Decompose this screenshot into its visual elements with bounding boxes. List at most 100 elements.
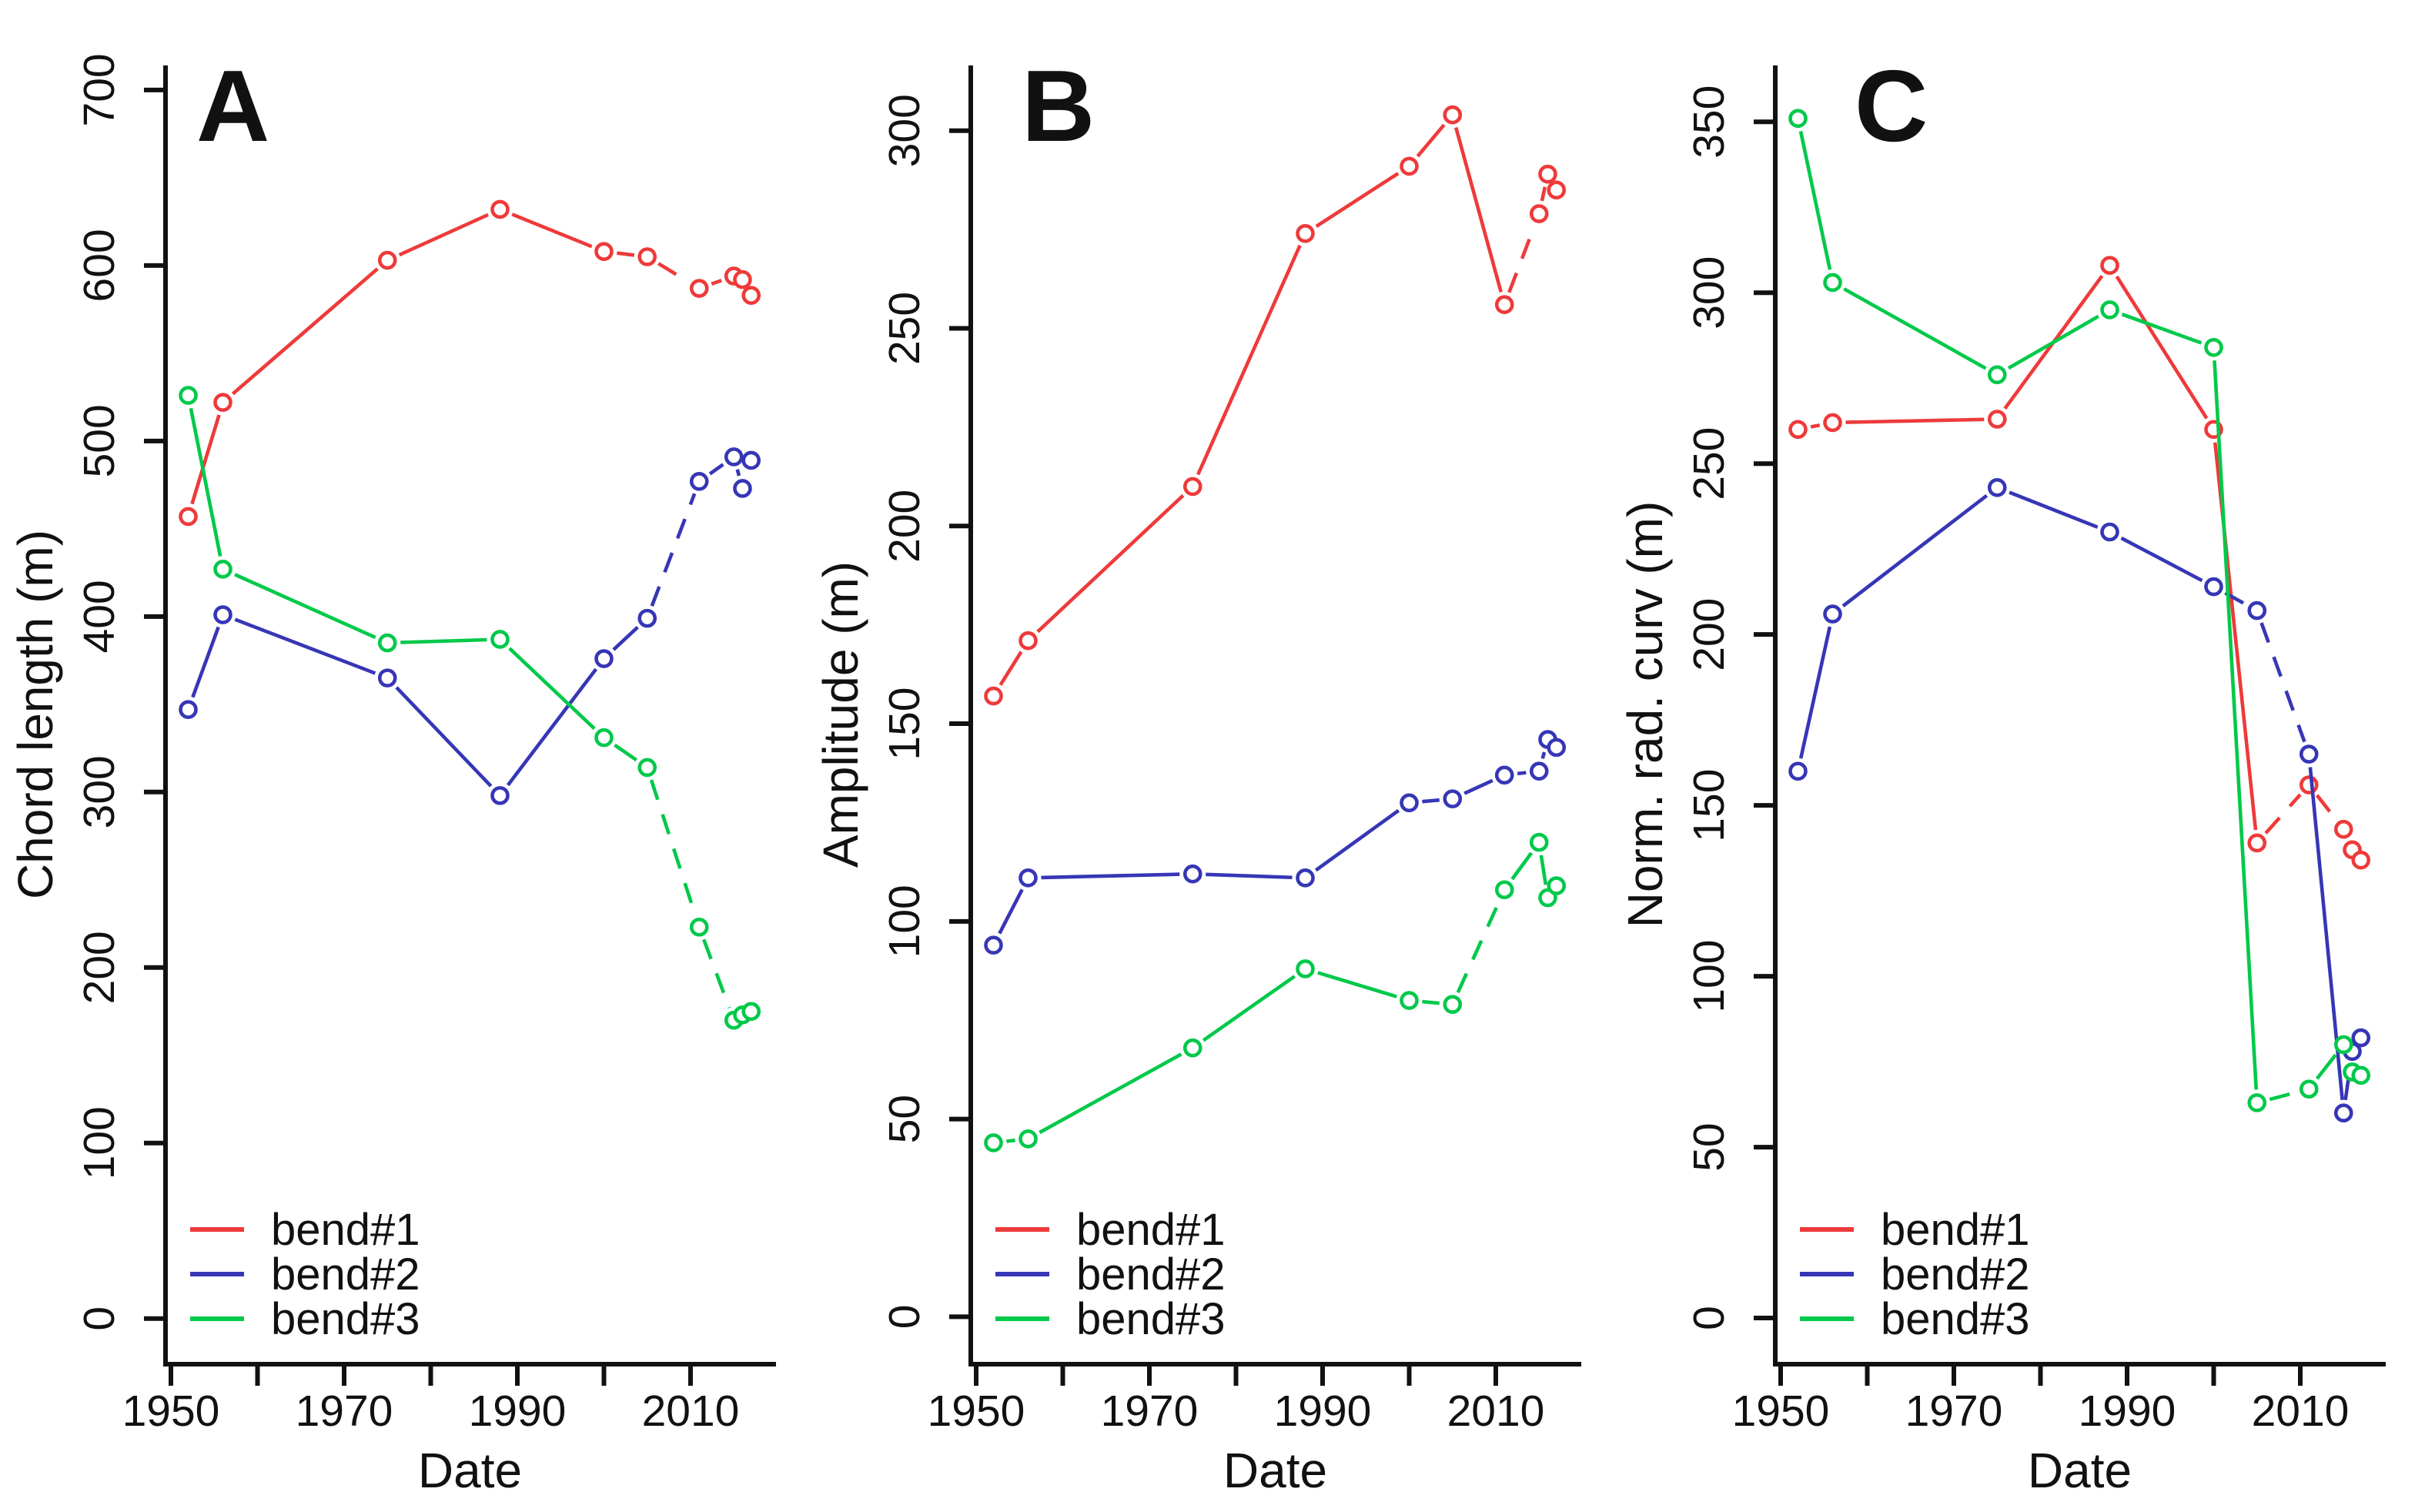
data-point-marker [2204,577,2224,597]
line-segment [2008,314,2100,370]
data-point-marker [1182,864,1202,884]
line-segment [1035,493,1185,634]
data-point-marker [2204,337,2224,357]
data-point-marker [2334,1035,2353,1055]
line-segment [191,626,220,698]
panel-A: 1950 1970 1990 2010 0 100 200 300 400 500 600 700 Ch… [0,0,805,1512]
line-segment [702,938,731,1009]
series-bend#1 [983,105,1566,706]
panel-A-chart: 1950 1970 1990 2010 0 100 200 300 400 500 600 700 Ch… [8,49,776,1498]
series-bend#1 [1788,256,2371,870]
data-point-marker [689,472,709,491]
data-point-marker [689,279,709,298]
line-segment [2316,794,2337,821]
data-point-marker [1788,761,1808,781]
y-tick-label: 300 [1684,256,1734,329]
data-point-marker [1529,761,1549,781]
line-segment [614,743,638,762]
data-point-marker [2247,1093,2267,1112]
y-tick-label: 200 [1684,598,1734,671]
data-point-marker [1399,793,1419,813]
line-segment [400,637,487,644]
y-tick-label: 100 [880,885,929,958]
data-point-marker [594,728,614,748]
data-point-marker [2351,1065,2371,1085]
line-segment [1841,493,1989,608]
data-point-marker [213,559,232,579]
y-tick-label: 500 [75,404,124,477]
x-tick-label: 1990 [469,1387,567,1436]
line-segment [657,262,689,283]
line-segment [189,407,222,557]
data-point-marker [1399,991,1419,1010]
legend-label: bend#3 [1881,1295,2030,1344]
data-point-marker [594,242,614,261]
y-tick-label: 200 [880,490,929,563]
line-segment [398,212,489,257]
series-bend#3 [179,386,761,1030]
y-tick-label: 600 [75,229,124,302]
legend-label: bend#3 [271,1295,420,1344]
y-axis-title: Norm. rad. curv (m) [1617,501,1673,928]
series-bend#3 [983,832,1566,1152]
data-point-marker [2100,256,2120,276]
line-segment [1421,999,1440,1005]
y-tick-label: 50 [880,1095,929,1143]
x-tick-label: 1950 [122,1387,220,1436]
data-point-marker [1018,631,1038,651]
x-tick-label: 1990 [2079,1387,2176,1436]
y-tick-label: 150 [1684,769,1734,842]
data-point-marker [637,758,657,778]
line-segment [1540,751,1546,759]
panel-B: 1950 1970 1990 2010 0 50 100 150 200 250 300 Amplit… [805,0,1611,1512]
line-segment [1799,130,1832,270]
line-segment [998,651,1023,686]
data-point-marker [1494,765,1514,785]
x-tick-label: 1950 [1732,1387,1830,1436]
line-segment [1416,123,1446,158]
data-point-marker [983,1133,1003,1152]
data-point-marker [1295,868,1315,888]
data-point-marker [1788,420,1808,440]
line-segment [711,279,722,286]
data-point-marker [179,386,198,405]
y-tick-label: 0 [880,1305,929,1330]
line-segment [506,667,598,787]
line-segment [1843,287,1987,370]
data-point-marker [1823,604,1843,624]
data-point-marker [2351,850,2371,870]
data-point-marker [1988,365,2007,385]
data-point-marker [741,286,761,305]
legend-label: bend#2 [1881,1250,2030,1300]
data-point-marker [733,479,752,498]
data-point-marker [2300,1079,2319,1099]
data-point-marker [1295,959,1315,978]
line-segment [1038,1052,1182,1135]
legend-label: bend#3 [1076,1295,1226,1344]
data-point-marker [2300,744,2319,764]
y-tick-label: 200 [75,931,124,1004]
line-segment [511,212,593,249]
data-point-marker [377,250,397,270]
data-point-marker [2100,522,2120,542]
data-point-marker [1018,1129,1038,1149]
series-bend#3 [1788,109,2371,1112]
panel-letter-B: B [1022,49,1095,162]
data-point-marker [741,450,761,470]
data-point-marker [1529,832,1549,852]
line-segment [2009,490,2099,529]
legend-label: bend#1 [1076,1206,1226,1255]
line-segment [1540,186,1547,202]
y-tick-label: 700 [75,53,124,126]
data-point-marker [179,507,198,527]
y-axis-title: Amplitude (m) [813,561,868,868]
line-segment [2269,1090,2297,1102]
line-segment [508,647,596,731]
y-tick-label: 0 [1684,1306,1734,1330]
series-bend#1 [179,199,761,527]
data-point-marker [637,608,657,628]
legend-label: bend#2 [1076,1250,1226,1300]
x-axis-title: Date [2028,1443,2132,1498]
